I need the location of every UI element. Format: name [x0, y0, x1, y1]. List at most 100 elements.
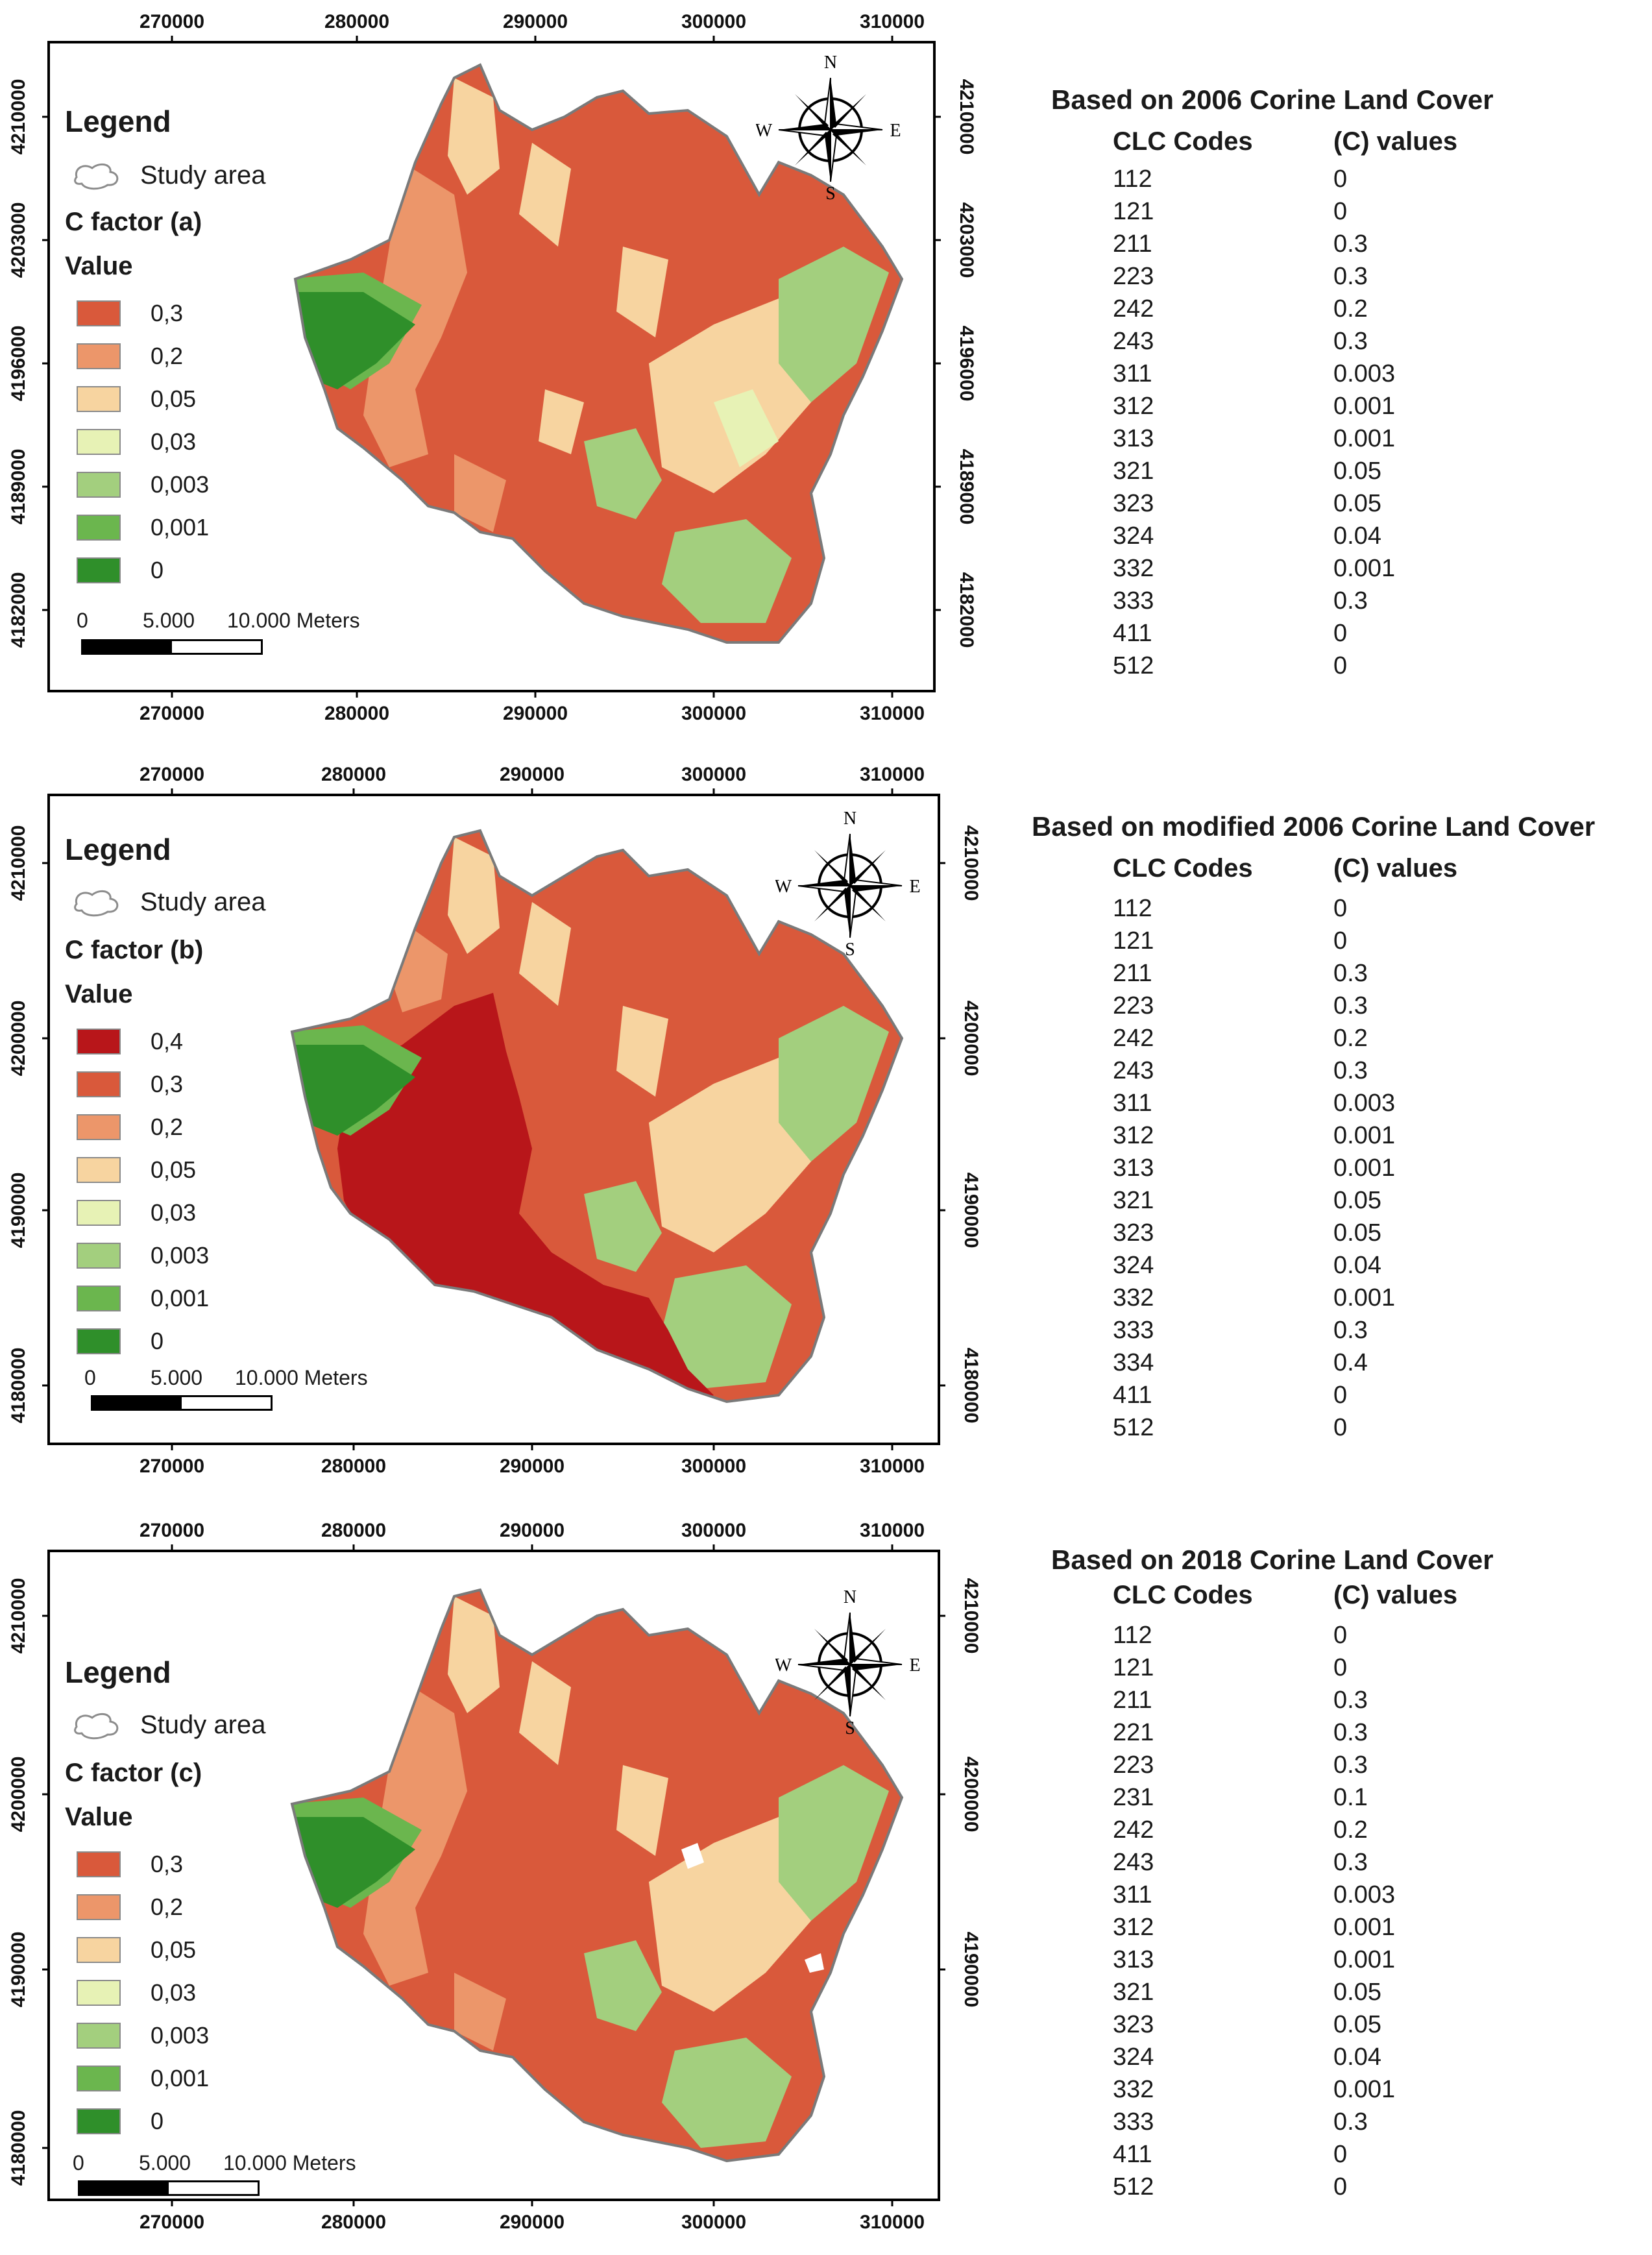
table-row: 312 0.001: [1113, 1119, 1595, 1152]
c-value: 0.04: [1333, 1251, 1381, 1279]
legend-item: 0,2: [77, 1886, 209, 1929]
legend-item-label: 0,03: [151, 428, 197, 455]
c-value: 0.001: [1333, 1945, 1396, 1973]
clc-code: 332: [1113, 554, 1154, 582]
study-area-symbol-icon: [74, 1713, 119, 1740]
table-title: Based on 2018 Corine Land Cover: [1051, 1544, 1494, 1575]
clc-code: 312: [1113, 1121, 1154, 1149]
clc-code: 312: [1113, 1913, 1154, 1941]
clc-code: 321: [1113, 1978, 1154, 2006]
table-row: 313 0.001: [1113, 422, 1494, 455]
y-tick-label-left: 4182000: [8, 572, 29, 648]
x-tick-label-bottom: 300000: [681, 703, 746, 724]
study-area-label: Study area: [140, 887, 266, 916]
legend-swatch: [77, 386, 121, 412]
legend-item-label: 0,4: [151, 1028, 184, 1054]
c-value: 0.003: [1333, 360, 1396, 387]
legend-title: Legend: [65, 833, 171, 866]
clc-table-b: Based on modified 2006 Corine Land Cover…: [1032, 811, 1595, 1444]
table-rows: 112 0 121 0 211 0.3 221 0.3 223 0.3 231 0.1 242 0.2 24…: [1113, 1619, 1494, 2203]
clc-code: 311: [1113, 360, 1152, 387]
c-value: 0.4: [1333, 1348, 1368, 1376]
x-tick-label-top: 300000: [681, 764, 746, 785]
legend-item-label: 0,003: [151, 1242, 210, 1269]
table-row: 332 0.001: [1113, 1282, 1595, 1314]
clc-code: 311: [1113, 1089, 1152, 1117]
table-row: 221 0.3: [1113, 1716, 1494, 1749]
clc-code: 112: [1113, 165, 1152, 193]
col-c-values: (C) values: [1333, 854, 1458, 883]
clc-code: 312: [1113, 392, 1154, 420]
clc-code: 313: [1113, 424, 1154, 452]
legend-item: 0,001: [77, 1277, 209, 1320]
c-value: 0: [1333, 1653, 1348, 1681]
clc-code: 323: [1113, 2010, 1154, 2038]
legend-swatch: [77, 1114, 121, 1140]
map-frame-a: 270000 270000 280000 280000 290000 290000 3000…: [8, 11, 977, 724]
y-tick-label-left: 4190000: [8, 1173, 29, 1249]
legend-item-label: 0,03: [151, 1199, 197, 1226]
table-row: 211 0.3: [1113, 228, 1494, 260]
y-tick-label-left: 4196000: [8, 326, 29, 402]
compass-w: W: [756, 121, 773, 141]
table-header: CLC Codes (C) values: [1113, 127, 1494, 156]
legend-item: 0,3: [77, 1063, 209, 1106]
legend-swatch: [77, 1937, 121, 1963]
c-value: 0.2: [1333, 1024, 1368, 1052]
table-row: 211 0.3: [1113, 957, 1595, 990]
scalebar-end: 10.000 Meters: [223, 2151, 356, 2175]
table-row: 512 0: [1113, 650, 1494, 682]
clc-code: 211: [1113, 959, 1152, 987]
x-tick-label-top: 300000: [681, 1520, 746, 1541]
scalebar-mid: 5.000: [139, 2151, 191, 2175]
col-clc-codes: CLC Codes: [1113, 127, 1253, 156]
clc-code: 332: [1113, 1284, 1154, 1311]
table-row: 324 0.04: [1113, 1249, 1595, 1282]
table-row: 332 0.001: [1113, 552, 1494, 585]
y-tick-label-left: 4189000: [8, 449, 29, 525]
table-rows: 112 0 121 0 211 0.3 223 0.3 242 0.2 243 0.3 311 0.003…: [1113, 163, 1494, 682]
table-row: 333 0.3: [1113, 585, 1494, 617]
legend-item-label: 0,05: [151, 1936, 197, 1963]
legend-swatch: [77, 2108, 121, 2134]
c-value: 0: [1333, 197, 1348, 225]
table-row: 333 0.3: [1113, 2106, 1494, 2138]
legend-swatch: [77, 1029, 121, 1054]
table-row: 243 0.3: [1113, 1846, 1494, 1879]
scalebar: [81, 639, 263, 655]
x-tick-label-top: 310000: [860, 764, 925, 785]
clc-code: 313: [1113, 1154, 1154, 1182]
clc-code: 333: [1113, 1316, 1154, 1344]
table-row: 112 0: [1113, 163, 1494, 195]
c-value: 0.3: [1333, 1686, 1368, 1714]
legend-item-label: 0,001: [151, 1285, 210, 1311]
x-tick-label-bottom: 280000: [321, 2212, 386, 2233]
x-tick-label-top: 270000: [140, 1520, 204, 1541]
c-value: 0.1: [1333, 1783, 1368, 1811]
clc-code: 321: [1113, 457, 1154, 485]
table-row: 223 0.3: [1113, 260, 1494, 293]
compass-n: N: [824, 55, 837, 73]
clc-code: 411: [1113, 619, 1152, 647]
y-tick-label-right: 4190000: [960, 1932, 982, 2008]
panel-b: 270000 270000 280000 280000 290000 290000 3000…: [0, 746, 1652, 1499]
col-clc-codes: CLC Codes: [1113, 854, 1253, 883]
c-value: 0: [1333, 652, 1348, 679]
legend-item-label: 0,001: [151, 514, 210, 541]
compass-e: E: [909, 877, 920, 897]
y-tick-label-left: 4180000: [8, 2110, 29, 2186]
clc-code: 324: [1113, 1251, 1154, 1279]
y-tick-label-left: 4180000: [8, 1348, 29, 1424]
legend-item-label: 0,05: [151, 1156, 197, 1183]
legend-swatch: [77, 557, 121, 583]
table-row: 323 0.05: [1113, 1217, 1595, 1249]
c-value: 0.05: [1333, 457, 1381, 485]
table-row: 231 0.1: [1113, 1781, 1494, 1814]
scalebar-mid: 5.000: [143, 609, 195, 632]
c-value: 0.3: [1333, 1718, 1368, 1746]
legend-swatch: [77, 300, 121, 326]
panel-c: 270000 270000 280000 280000 290000 290000 3000…: [0, 1499, 1652, 2255]
table-row: 112 0: [1113, 892, 1595, 925]
c-value: 0.3: [1333, 2108, 1368, 2136]
c-value: 0.001: [1333, 1154, 1396, 1182]
